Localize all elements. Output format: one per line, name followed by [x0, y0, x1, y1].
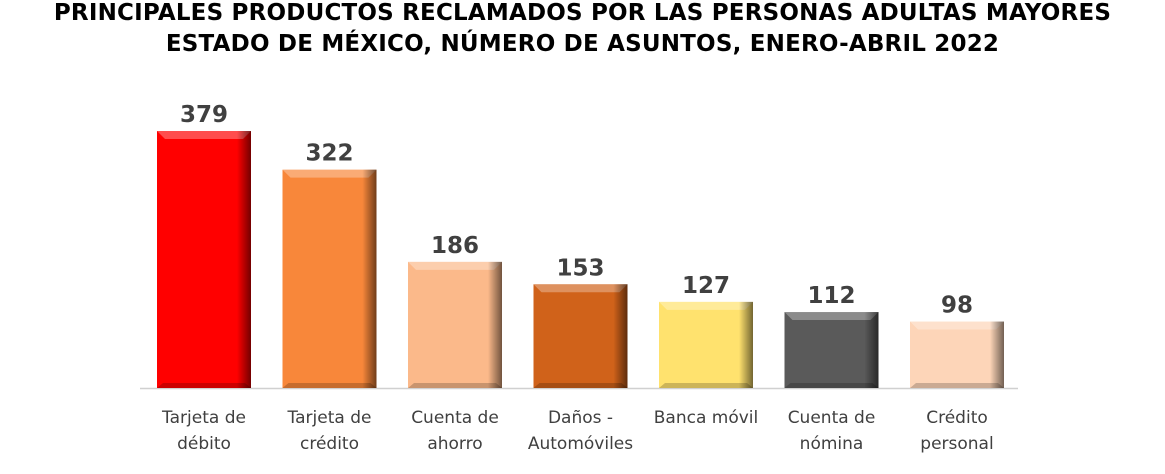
- category-label: personal: [920, 434, 993, 454]
- bar-bevel-bottom: [784, 383, 879, 388]
- category-label: Crédito: [926, 408, 988, 428]
- bar-shade: [910, 321, 1004, 388]
- bar-group: 98 Crédito personal: [910, 293, 1004, 454]
- data-label: 153: [556, 255, 604, 281]
- bar-bevel-bottom: [157, 383, 251, 388]
- chart-subtitle: ESTADO DE MÉXICO, NÚMERO DE ASUNTOS, ENE…: [165, 31, 1000, 57]
- bar-bevel-bottom: [282, 383, 377, 388]
- bar-shade: [408, 261, 502, 388]
- category-label: Automóviles: [528, 434, 633, 454]
- bar-shade: [157, 131, 251, 388]
- data-label: 186: [431, 233, 479, 259]
- category-label: débito: [177, 434, 231, 454]
- bar-group: 153 Daños - Automóviles: [528, 255, 633, 454]
- bar-group: 186 Cuenta de ahorro: [408, 233, 502, 454]
- category-label: crédito: [300, 434, 359, 454]
- data-label: 112: [807, 283, 855, 309]
- bar-shade: [282, 169, 377, 388]
- category-label: nómina: [800, 434, 864, 454]
- category-label: Daños -: [548, 408, 613, 428]
- bar-group: 322 Tarjeta de crédito: [282, 141, 377, 454]
- bar-group: 112 Cuenta de nómina: [784, 283, 879, 454]
- category-label: Cuenta de: [788, 408, 876, 428]
- bar-bevel-bottom: [408, 383, 502, 388]
- bar-group: 379 Tarjeta de débito: [157, 102, 251, 454]
- category-label: Tarjeta de: [287, 408, 372, 428]
- bar-shade: [784, 312, 879, 388]
- bar-bevel-bottom: [659, 383, 753, 388]
- bar-bevel-bottom: [533, 383, 628, 388]
- bar-shade: [533, 284, 628, 388]
- chart-title: PRINCIPALES PRODUCTOS RECLAMADOS POR LAS…: [53, 0, 1112, 26]
- bar-shade: [659, 301, 753, 388]
- category-label: Tarjeta de: [161, 408, 246, 428]
- category-label: Cuenta de: [411, 408, 499, 428]
- data-label: 379: [180, 102, 228, 128]
- category-label: ahorro: [427, 434, 482, 454]
- data-label: 322: [305, 141, 353, 167]
- data-label: 127: [682, 273, 730, 299]
- bar-group: 127 Banca móvil: [654, 273, 759, 428]
- bar-bevel-bottom: [910, 383, 1004, 388]
- category-label: Banca móvil: [654, 408, 759, 428]
- data-label: 98: [941, 293, 973, 319]
